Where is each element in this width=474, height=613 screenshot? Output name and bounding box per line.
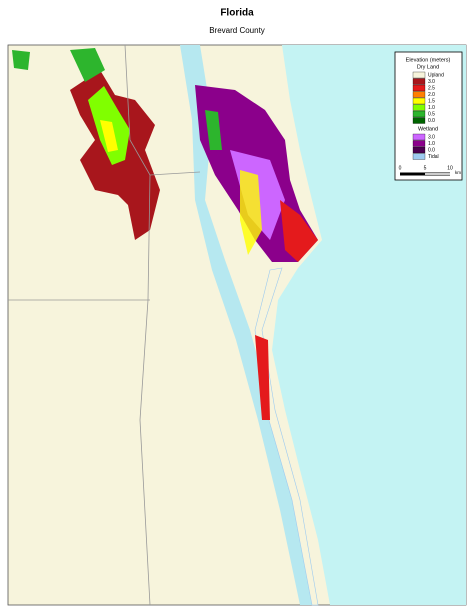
low-land bbox=[100, 120, 118, 152]
map-title: Florida bbox=[220, 8, 254, 19]
legend-label: 0.0 bbox=[428, 118, 435, 124]
map bbox=[7, 44, 467, 606]
scale-label: 5 bbox=[424, 165, 427, 171]
legend: Elevation (meters) Dry Land Wetland km U… bbox=[394, 51, 463, 181]
low-land bbox=[12, 50, 30, 70]
legend-label: Upland bbox=[428, 73, 444, 79]
map-subtitle: Brevard County bbox=[209, 26, 265, 35]
legend-label: 0.0 bbox=[428, 148, 435, 154]
low-land bbox=[240, 170, 262, 255]
legend-label: Tidal bbox=[428, 154, 439, 160]
county-line bbox=[124, 44, 151, 606]
scale-label: 10 bbox=[447, 165, 453, 171]
legend-swatch bbox=[412, 153, 426, 160]
legend-swatch bbox=[412, 78, 426, 85]
low-land bbox=[255, 335, 270, 420]
legend-swatch bbox=[412, 133, 426, 141]
legend-label: 1.5 bbox=[428, 99, 435, 105]
legend-group-title: Wetland bbox=[418, 126, 438, 132]
legend-title: Elevation (meters) bbox=[406, 57, 451, 63]
legend-swatch bbox=[412, 84, 426, 92]
legend-group-title: Dry Land bbox=[417, 64, 439, 70]
legend-swatch bbox=[412, 146, 426, 154]
legend-swatch bbox=[412, 97, 426, 105]
legend-label: 0.5 bbox=[428, 112, 435, 118]
legend-swatch bbox=[412, 91, 426, 98]
low-land bbox=[70, 48, 105, 82]
legend-label: 1.0 bbox=[428, 141, 435, 147]
lagoon bbox=[180, 45, 312, 605]
county-line bbox=[149, 171, 201, 176]
legend-label: 1.0 bbox=[428, 105, 435, 111]
scale-bar bbox=[425, 173, 450, 175]
legend-label: 2.5 bbox=[428, 86, 435, 92]
ocean bbox=[272, 45, 466, 605]
legend-swatch bbox=[412, 117, 426, 124]
legend-box bbox=[394, 51, 463, 181]
legend-swatch bbox=[412, 71, 426, 79]
legend-swatch bbox=[412, 110, 426, 118]
scale-unit: km bbox=[455, 170, 461, 175]
low-land bbox=[205, 110, 222, 150]
legend-label: 3.0 bbox=[428, 79, 435, 85]
legend-swatch bbox=[412, 140, 426, 147]
legend-label: 3.0 bbox=[428, 135, 435, 141]
scale-label: 0 bbox=[399, 165, 402, 171]
legend-swatch bbox=[412, 104, 426, 111]
legend-label: 2.0 bbox=[428, 92, 435, 98]
low-land bbox=[280, 200, 318, 262]
